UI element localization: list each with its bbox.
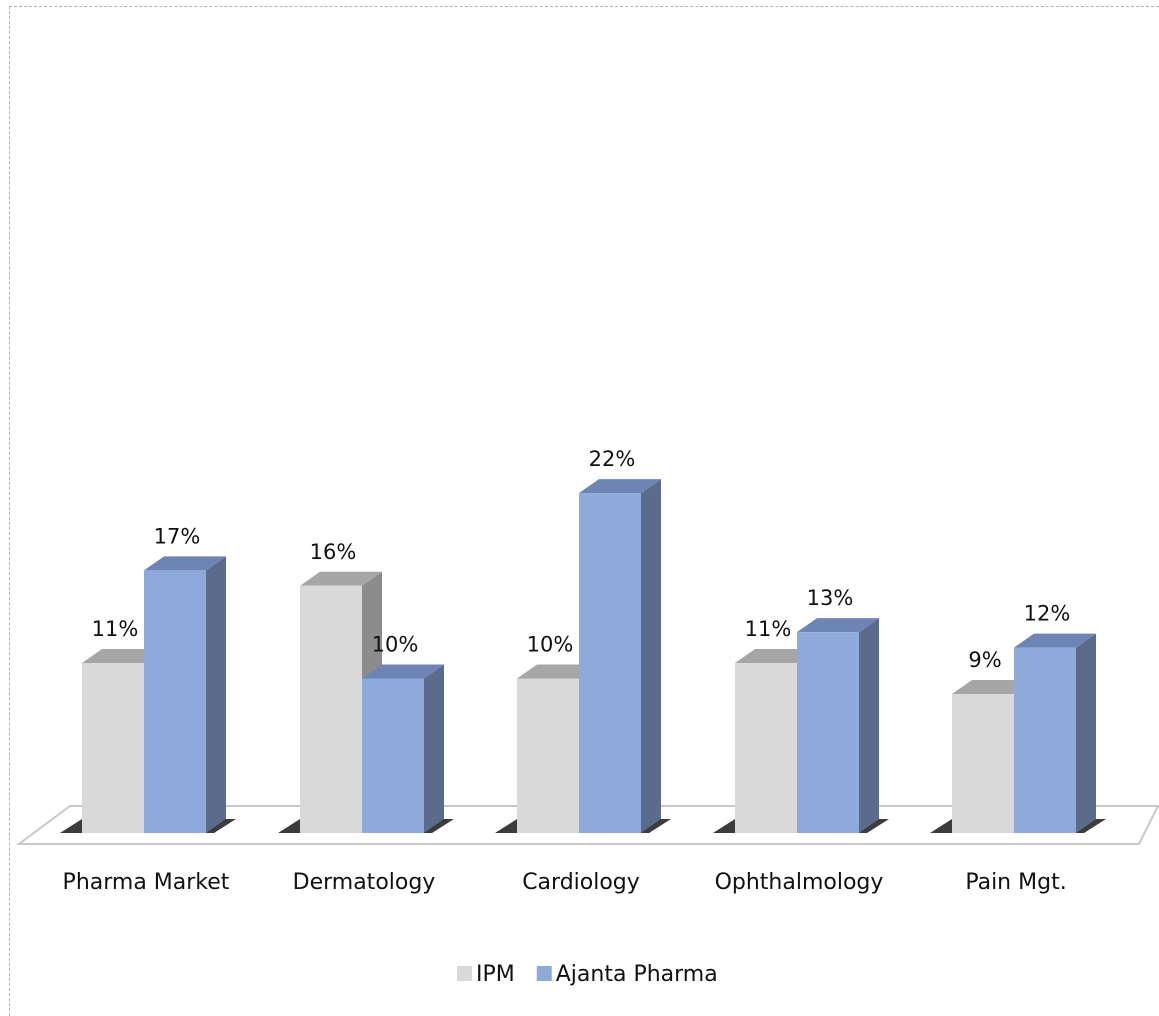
bar-side-ajanta-pharma-cardiology — [641, 479, 661, 833]
bar-ipm-cardiology — [517, 678, 579, 833]
category-labels-group: Pharma Market Dermatology Cardiology Ophtha… — [63, 870, 1067, 895]
bar-top-ajanta-pharma-ophthalmology — [797, 618, 879, 633]
data-label-ajanta-pharma-pain-mgt: 12% — [1024, 602, 1071, 626]
bar-top-ipm-pain-mgt — [952, 679, 1034, 694]
bar-ajanta-pharma-pain-mgt — [1014, 647, 1076, 833]
bar-ajanta-pharma-dermatology — [362, 678, 424, 833]
bar-top-ajanta-pharma-pharma-market — [144, 556, 226, 571]
data-label-ipm-ophthalmology: 11% — [745, 617, 792, 641]
bars-group — [82, 479, 1096, 833]
legend-swatch-ajanta-pharma — [536, 966, 552, 981]
bar-ipm-pharma-market — [82, 663, 144, 833]
legend-label-ipm: IPM — [476, 962, 515, 987]
bar-top-ajanta-pharma-pain-mgt — [1014, 633, 1096, 648]
bar-side-ajanta-pharma-pain-mgt — [1076, 633, 1096, 833]
category-label-ophthalmology: Ophthalmology — [715, 870, 884, 895]
category-label-cardiology: Cardiology — [522, 870, 640, 895]
bar-top-ajanta-pharma-dermatology — [362, 664, 444, 679]
category-label-pharma-market: Pharma Market — [63, 870, 230, 895]
bar-top-ipm-pharma-market — [82, 649, 164, 664]
legend-swatch-ipm — [457, 966, 472, 981]
data-label-ipm-dermatology: 16% — [310, 540, 357, 564]
bar-ajanta-pharma-cardiology — [579, 493, 641, 833]
data-label-ajanta-pharma-cardiology: 22% — [589, 447, 636, 471]
chart-frame — [9, 6, 1159, 1016]
data-label-ajanta-pharma-ophthalmology: 13% — [807, 586, 854, 610]
bar-ajanta-pharma-pharma-market — [144, 570, 206, 833]
bar-ajanta-pharma-ophthalmology — [797, 632, 859, 833]
bar-ipm-ophthalmology — [735, 663, 797, 833]
bar-side-ajanta-pharma-dermatology — [424, 664, 444, 833]
data-label-ipm-pharma-market: 11% — [92, 617, 139, 641]
data-label-ajanta-pharma-dermatology: 10% — [372, 633, 419, 657]
bar-top-ipm-dermatology — [300, 571, 382, 586]
bar-top-ipm-cardiology — [517, 664, 599, 679]
bar-top-ipm-ophthalmology — [735, 649, 817, 664]
data-label-ajanta-pharma-pharma-market: 17% — [154, 524, 201, 548]
bar-side-ajanta-pharma-ophthalmology — [859, 618, 879, 833]
category-label-pain-mgt: Pain Mgt. — [965, 870, 1066, 895]
legend: IPM Ajanta Pharma — [457, 962, 718, 987]
data-label-ipm-cardiology: 10% — [527, 633, 574, 657]
bar-ipm-pain-mgt — [952, 693, 1014, 833]
data-labels-group: 11% 17% 16% 10% 10% 22% 11% 13% 9% 12% — [92, 447, 1071, 672]
bar-top-ajanta-pharma-cardiology — [579, 479, 661, 494]
data-label-ipm-pain-mgt: 9% — [968, 648, 1001, 672]
bar-side-ajanta-pharma-pharma-market — [206, 556, 226, 833]
bar-ipm-dermatology — [300, 585, 362, 833]
legend-label-ajanta-pharma: Ajanta Pharma — [556, 962, 718, 987]
category-label-dermatology: Dermatology — [293, 870, 436, 895]
